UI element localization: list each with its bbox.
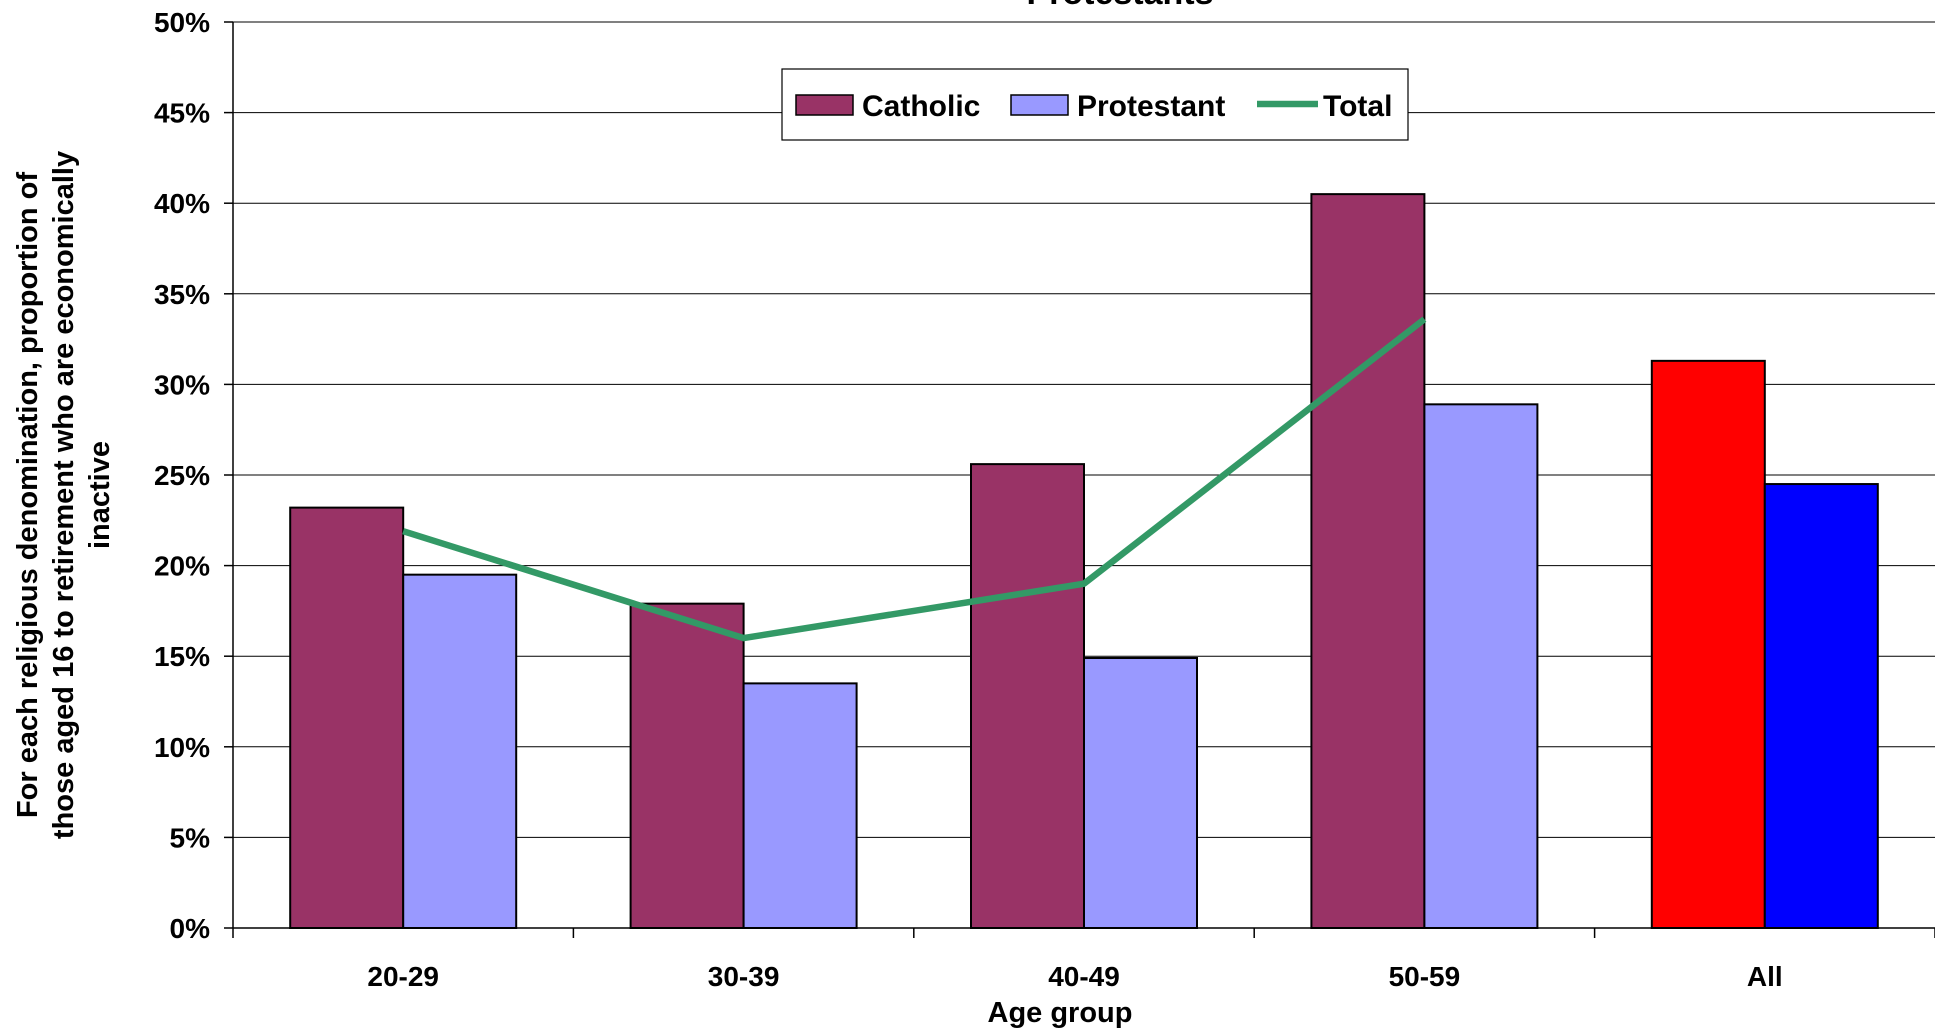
legend-label-total: Total bbox=[1323, 90, 1392, 123]
x-tick-label: 40-49 bbox=[1048, 961, 1120, 992]
bar-protestant-40-49 bbox=[1083, 657, 1198, 930]
legend-swatch-protestant bbox=[1010, 94, 1069, 116]
x-tick-label: All bbox=[1747, 961, 1783, 992]
y-tick-label: 15% bbox=[154, 641, 210, 672]
y-tick-label: 40% bbox=[154, 188, 210, 219]
x-tick-label: 30-39 bbox=[708, 961, 780, 992]
bar-protestant-50-59 bbox=[1423, 403, 1539, 930]
y-axis-title-line-1: For each religious denomination, proport… bbox=[12, 172, 44, 818]
bar-catholic-50-59 bbox=[1310, 193, 1426, 929]
bars bbox=[289, 193, 1879, 930]
legend: Catholic Protestant Total bbox=[781, 68, 1409, 141]
legend-label-catholic: Catholic bbox=[862, 90, 980, 123]
y-tick-label: 30% bbox=[154, 369, 210, 400]
axes bbox=[224, 21, 1935, 938]
y-tick-label: 25% bbox=[154, 460, 210, 491]
y-tick-labels: 0% 5% 10% 15% 20% 25% 30% 35% 40% 45% 50% bbox=[154, 7, 210, 944]
bar-catholic-40-49 bbox=[970, 463, 1085, 929]
bar-catholic-all bbox=[1650, 359, 1766, 929]
legend-label-protestant: Protestant bbox=[1077, 90, 1225, 123]
y-tick-label: 10% bbox=[154, 732, 210, 763]
x-tick-labels: 20-29 30-39 40-49 50-59 All bbox=[367, 961, 1782, 992]
y-tick-label: 5% bbox=[170, 822, 211, 853]
x-tick-label: 50-59 bbox=[1389, 961, 1461, 992]
bar-protestant-20-29 bbox=[402, 573, 518, 929]
bar-protestant-30-39 bbox=[742, 682, 858, 929]
chart-title: Protestants bbox=[1026, 0, 1213, 12]
line-total bbox=[402, 316, 1427, 642]
y-axis-title-line-2: those aged 16 to retirement who are econ… bbox=[48, 151, 80, 839]
x-axis-title: Age group bbox=[988, 997, 1133, 1029]
y-tick-label: 35% bbox=[154, 279, 210, 310]
y-tick-label: 45% bbox=[154, 98, 210, 129]
bar-catholic-20-29 bbox=[289, 506, 405, 929]
y-tick-label: 50% bbox=[154, 7, 210, 38]
x-tick-label: 20-29 bbox=[367, 961, 439, 992]
total-line bbox=[402, 316, 1427, 642]
y-tick-label: 0% bbox=[170, 913, 211, 944]
y-axis-title-line-3: inactive bbox=[84, 441, 116, 549]
y-tick-label: 20% bbox=[154, 551, 210, 582]
legend-swatch-catholic bbox=[795, 94, 854, 116]
bar-protestant-all bbox=[1763, 483, 1879, 929]
y-axis-title: For each religious denomination, proport… bbox=[12, 151, 116, 839]
bar-catholic-30-39 bbox=[629, 602, 745, 929]
